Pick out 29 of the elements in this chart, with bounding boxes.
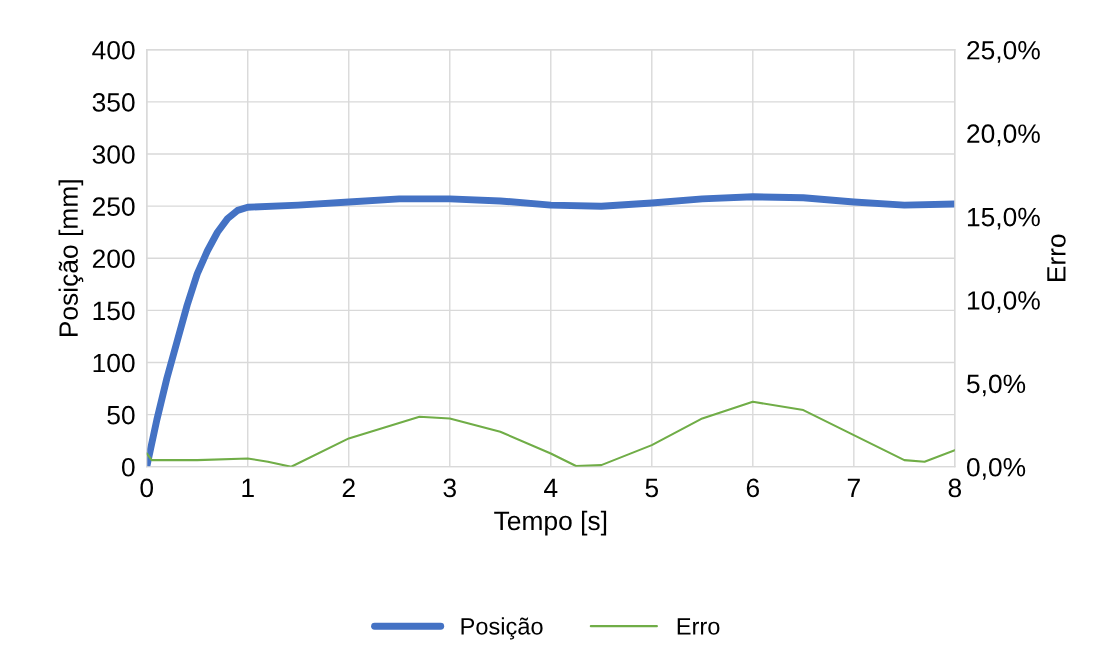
- legend-label: Posição: [461, 617, 543, 640]
- y-tick-label: 150: [93, 301, 135, 321]
- y2-tick-label: 0,0%: [966, 457, 1026, 480]
- legend-label: Erro: [677, 618, 720, 635]
- x-tick-label: 8: [948, 478, 962, 498]
- y-tick-label: 250: [92, 197, 135, 216]
- y2-tick-label: 5,0%: [967, 374, 1026, 397]
- x-tick-label: 0: [140, 478, 154, 498]
- x-tick-label: 2: [342, 478, 355, 498]
- x-tick-label: 1: [242, 478, 254, 498]
- y-tick-label: 100: [93, 353, 135, 373]
- y-axis-title: Posição [mm]: [58, 180, 84, 337]
- y-tick-label: 350: [92, 93, 135, 112]
- y-tick-label: 0: [121, 457, 135, 477]
- y-tick-label: 300: [92, 145, 135, 164]
- y-tick-label: 400: [92, 40, 135, 60]
- y2-tick-label: 10,0%: [967, 291, 1040, 313]
- x-tick-label: 4: [544, 478, 558, 498]
- x-tick-label: 6: [746, 478, 759, 498]
- x-tick-label: 7: [847, 478, 860, 498]
- y2-tick-label: 20,0%: [967, 124, 1040, 147]
- y2-tick-label: 15,0%: [967, 207, 1040, 230]
- y-tick-label: 200: [92, 249, 135, 269]
- y2-axis-title: Erro: [1047, 234, 1066, 282]
- y-tick-label: 50: [107, 405, 135, 425]
- x-tick-label: 3: [443, 478, 456, 498]
- x-tick-label: 5: [645, 478, 659, 498]
- x-axis-title: Tempo [s]: [494, 510, 607, 536]
- y2-tick-label: 25,0%: [967, 40, 1040, 63]
